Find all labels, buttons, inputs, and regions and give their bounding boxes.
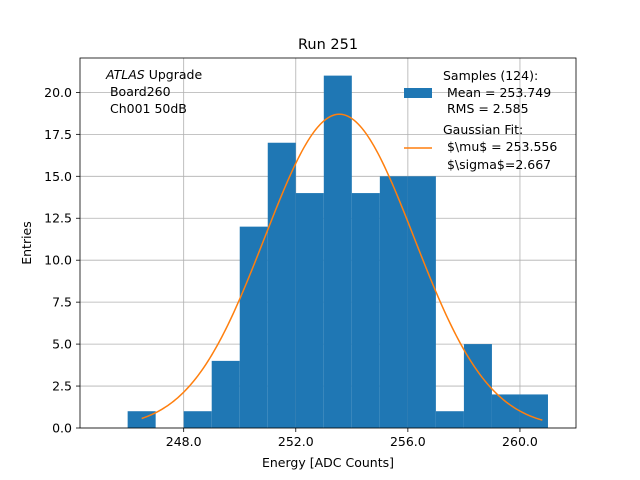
y-axis-label: Entries [19,221,34,265]
histogram-bar-14 [519,394,548,428]
x-tick-label-1: 252.0 [278,434,314,449]
histogram-bar-11 [435,411,464,428]
chart-title: Run 251 [298,37,358,53]
histogram-bar-6 [295,193,324,428]
annotation-experiment-name: ATLAS [105,67,145,82]
annotation-line-1: ATLAS Upgrade [105,67,202,82]
histogram-bar-3 [211,360,240,428]
y-tick-label-6: 15.0 [44,169,72,184]
legend-fit-line-3: $\sigma$=2.667 [443,157,551,172]
legend-samples-line-3: RMS = 2.585 [443,101,529,116]
histogram-bar-13 [491,394,520,428]
y-tick-label-3: 7.5 [52,295,72,310]
histogram-bars [127,75,548,428]
legend-fit-line-1: Gaussian Fit: [443,122,523,137]
legend: Samples (124): Mean = 253.749 RMS = 2.58… [404,68,557,172]
y-tick-label-0: 0.0 [52,421,72,436]
histogram-bar-5 [267,142,296,428]
histogram-bar-8 [351,193,380,428]
y-tick-label-5: 12.5 [44,211,72,226]
histogram-bar-2 [183,411,212,428]
histogram-bar-7 [323,75,352,428]
y-tick-label-8: 20.0 [44,85,72,100]
annotation-line-3: Ch001 50dB [106,101,187,116]
y-axis-ticks: 0.0 2.5 5.0 7.5 10.0 12.5 15.0 17.5 20.0 [44,85,80,436]
axes-frame [79,57,577,429]
legend-samples-swatch [404,88,432,98]
x-tick-label-2: 256.0 [390,434,426,449]
legend-fit-line-2: $\mu$ = 253.556 [443,139,557,154]
y-tick-label-7: 17.5 [44,127,72,142]
x-axis-label: Energy [ADC Counts] [262,455,394,470]
y-tick-label-1: 2.5 [52,379,72,394]
x-axis-ticks: 248.0 252.0 256.0 260.0 [166,428,538,449]
legend-samples-line-1: Samples (124): [443,68,538,83]
histogram-bar-4 [239,226,268,428]
y-tick-label-2: 5.0 [52,337,72,352]
x-tick-label-3: 260.0 [502,434,538,449]
annotation-line-1-text: Upgrade [145,67,203,82]
gaussian-fit-curve [141,113,543,421]
legend-samples-line-2: Mean = 253.749 [443,85,551,100]
histogram-bar-9 [379,176,408,428]
histogram-bar-10 [407,176,436,428]
y-tick-label-4: 10.0 [44,253,72,268]
annotation-box: ATLAS Upgrade Board260 Ch001 50dB [105,67,202,116]
x-tick-label-0: 248.0 [166,434,202,449]
histogram-bar-0 [127,411,156,428]
annotation-line-2: Board260 [106,84,171,99]
